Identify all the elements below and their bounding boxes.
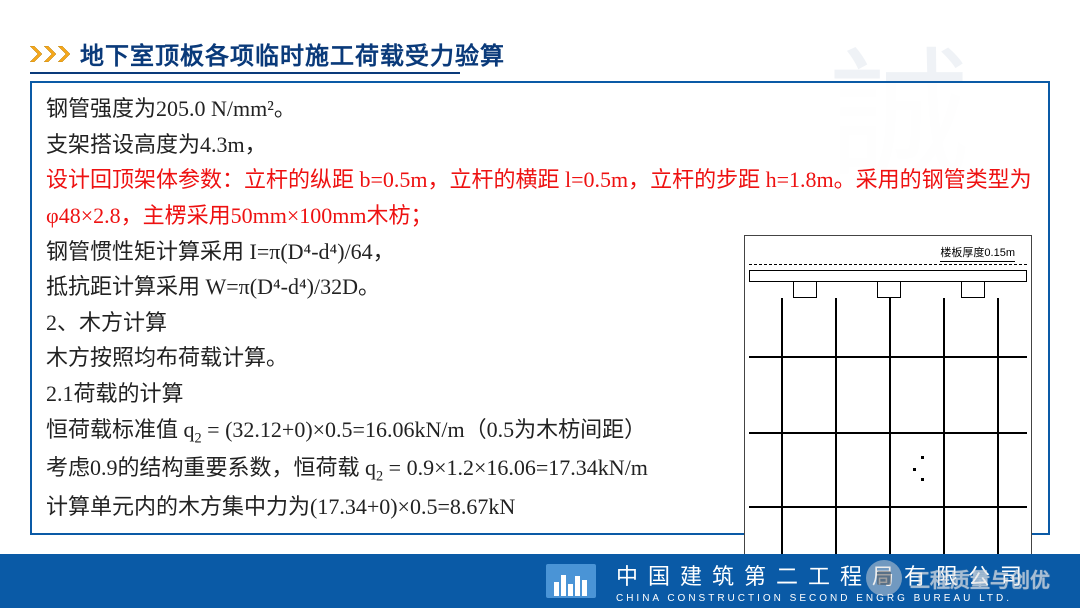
formula-text: 恒荷载标准值 q <box>46 417 195 442</box>
diagram-horizontal-rail <box>749 506 1027 508</box>
diagram-dot <box>921 456 924 459</box>
footer-bar: 中国建筑第二工程局有限公司 CHINA CONSTRUCTION SECOND … <box>0 554 1080 608</box>
chevron-right-icon <box>30 46 42 62</box>
diagram-horizontal-rail <box>749 356 1027 358</box>
diagram-drop <box>793 282 817 298</box>
text-line: 钢管强度为205.0 N/mm²。 <box>46 91 1034 127</box>
title-underline <box>30 72 460 74</box>
diagram-vertical-post <box>943 298 945 564</box>
diagram-vertical-post <box>997 298 999 564</box>
diagram-drop <box>961 282 985 298</box>
scaffold-diagram: 楼板厚度0.15m <box>744 235 1032 565</box>
diagram-dash-line <box>749 264 1027 265</box>
diagram-dot <box>913 468 916 471</box>
chevron-icons <box>30 46 70 62</box>
content-box: 钢管强度为205.0 N/mm²。 支架搭设高度为4.3m， 设计回顶架体参数：… <box>30 81 1050 535</box>
logo-icon <box>546 564 596 598</box>
chevron-right-icon <box>44 46 56 62</box>
chevron-right-icon <box>58 46 70 62</box>
footer-company-cn: 中国建筑第二工程局有限公司 <box>616 559 1032 591</box>
diagram-vertical-post <box>835 298 837 564</box>
formula-text: = 0.9×1.2×16.06=17.34kN/m <box>383 455 648 480</box>
section-title: 地下室顶板各项临时施工荷载受力验算 <box>80 36 505 71</box>
diagram-horizontal-rail <box>749 432 1027 434</box>
text-line-highlight: 设计回顶架体参数：立杆的纵距 b=0.5m，立杆的横距 l=0.5m，立杆的步距… <box>46 162 1034 233</box>
formula-text: = (32.12+0)×0.5=16.06kN/m（0.5为木枋间距） <box>202 417 646 442</box>
footer-company-en: CHINA CONSTRUCTION SECOND ENGRG BUREAU L… <box>616 593 1032 604</box>
diagram-label: 楼板厚度0.15m <box>940 244 1015 262</box>
text-line: 支架搭设高度为4.3m， <box>46 127 1034 163</box>
diagram-drop <box>877 282 901 298</box>
diagram-beam <box>749 270 1027 282</box>
diagram-vertical-post <box>889 298 891 564</box>
footer-logo: 中国建筑第二工程局有限公司 CHINA CONSTRUCTION SECOND … <box>546 559 1032 604</box>
diagram-dot <box>921 478 924 481</box>
formula-text: 考虑0.9的结构重要系数，恒荷载 q <box>46 455 376 480</box>
formula-sub: 2 <box>195 430 202 446</box>
section-title-row: 地下室顶板各项临时施工荷载受力验算 <box>30 36 505 71</box>
footer-text-block: 中国建筑第二工程局有限公司 CHINA CONSTRUCTION SECOND … <box>606 559 1032 604</box>
diagram-vertical-post <box>781 298 783 564</box>
